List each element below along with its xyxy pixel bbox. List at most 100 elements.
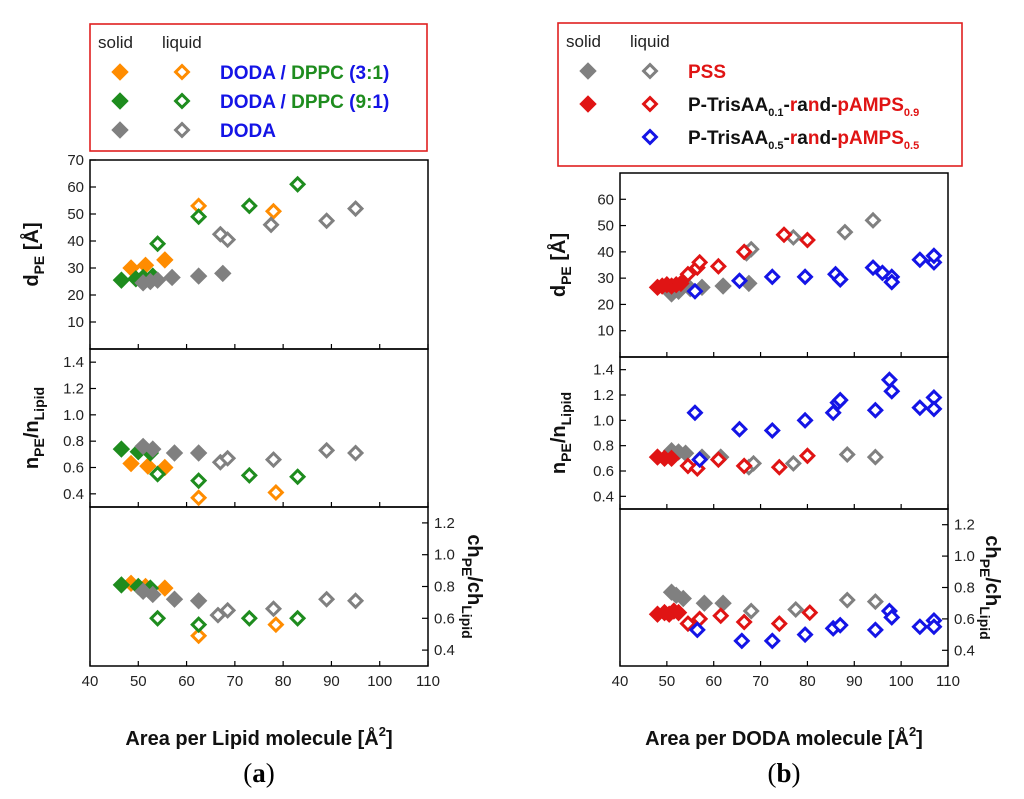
chart-b-panel-1-series-4-point xyxy=(831,391,849,409)
chart-a-panel-1-series-0-point xyxy=(122,454,140,473)
chart-b-panel-2-series-1-point xyxy=(866,593,884,611)
chart-a-panel-1-ytick-label: 0.8 xyxy=(63,433,84,450)
chart-b-panel-2-series-1-point xyxy=(742,602,760,620)
chart-b: 10 20 30 40 50 60 dPE [Å] 0.4 0.6 0.8 1.0 1.2 1.4 nPE… xyxy=(546,22,1003,788)
chart-a-legend-entry-1-solid-marker xyxy=(111,92,129,110)
chart-b-panel-1-series-3-point xyxy=(688,459,706,477)
chart-b-panel-1-series-4 xyxy=(686,371,943,469)
chart-b-panel-1-series-3-point xyxy=(798,447,816,465)
chart-a-panel-1-ytick-label: 1.2 xyxy=(63,381,84,398)
chart-a-legend-entry-2-label: DODA xyxy=(220,121,276,142)
chart-b-panel-1-series-4-point xyxy=(883,382,901,400)
chart-b-panel-1-ytick-label: 0.4 xyxy=(593,488,614,505)
chart-b-panel-1: 0.4 0.6 0.8 1.0 1.2 1.4 nPE/nLipid xyxy=(548,356,949,510)
chart-b-legend-entry-2-liquid-marker xyxy=(641,128,659,146)
chart-a-xtick-label: 40 xyxy=(82,673,99,690)
chart-a-panel-0-series-4-point xyxy=(148,271,167,289)
chart-a-panel-0-series-3-point xyxy=(190,208,208,226)
chart-b-legend-entry-1-label: P-TrisAA0.1-rand-pAMPS0.9 xyxy=(688,95,919,119)
chart-a-panel-0-series-4-point xyxy=(214,264,232,283)
chart-a-panel-1: 0.4 0.6 0.8 1.0 1.2 1.4 nPE/nLipid xyxy=(21,348,429,508)
chart-a-panel-2-ytick-label: 0.6 xyxy=(434,610,455,627)
chart-b-panel-1-series-1 xyxy=(740,446,884,476)
chart-a-panel-2-series-3-point xyxy=(190,616,208,634)
chart-b-panel-0-series-3-point xyxy=(798,231,816,249)
chart-a-panel-2-series-5-point xyxy=(347,592,365,610)
chart-a-panel-0-series-5 xyxy=(211,200,365,249)
chart-b-panel-2-series-4-point xyxy=(831,616,849,634)
chart-a-xlabel: Area per Lipid molecule [Å2] xyxy=(125,724,392,750)
chart-b-legend-entry-0-label: PSS xyxy=(688,62,726,83)
chart-a-panel-label: (a) xyxy=(243,758,275,788)
chart-a-panel-1-ytick-label: 1.4 xyxy=(63,354,84,371)
chart-b-panel-1-ytick-label: 1.0 xyxy=(593,412,614,429)
chart-b-panel-2-series-4-point xyxy=(763,632,781,650)
chart-a-panel-1-series-3-point xyxy=(149,465,167,483)
chart-b-panel-0-series-1-point xyxy=(864,211,882,229)
chart-b-panel-1-series-1-point xyxy=(866,448,884,466)
chart-b-panel-1-series-4-point xyxy=(691,451,709,469)
chart-a-legend-header-liquid: liquid xyxy=(162,33,202,52)
chart-a-panel-1-series-5-point xyxy=(318,441,336,459)
chart-b-xtick-label: 100 xyxy=(889,673,914,690)
chart-a-panel-1-ylabel: nPE/nLipid xyxy=(21,387,47,469)
chart-a-panel-1-series-4 xyxy=(134,437,208,462)
chart-b-legend-entry-0-solid-marker xyxy=(579,62,597,80)
chart-b-panel-2-series-1-point xyxy=(838,591,856,609)
chart-b-panel-1-series-1-point xyxy=(838,446,856,464)
chart-b-panel-0: 10 20 30 40 50 60 dPE [Å] xyxy=(546,172,949,358)
chart-b-panel-2-series-3-point xyxy=(679,615,697,633)
chart-a-panel-2-series-5 xyxy=(209,590,365,624)
chart-a-legend-entry-0-liquid-marker xyxy=(173,63,191,81)
chart-b-panel-2-series-4 xyxy=(688,602,943,650)
chart-b-panel-1-series-4-point xyxy=(730,420,749,438)
chart-a-xtick-label: 50 xyxy=(130,673,147,690)
chart-a-panel-0-series-2-point xyxy=(112,271,131,289)
chart-b-xtick-label: 110 xyxy=(936,673,960,690)
chart-a-panel-2-series-3 xyxy=(149,609,307,634)
chart-b-panel-1-series-4-point xyxy=(911,399,929,417)
chart-a-panel-0-series-5-point xyxy=(347,200,365,218)
chart-a-panel-2-series-1-point xyxy=(190,627,208,645)
chart-b-panel-1-series-2-point xyxy=(662,449,681,468)
chart-a-panel-1-series-1-point xyxy=(267,483,285,502)
chart-a-panel-2-ytick-label: 0.4 xyxy=(434,642,455,659)
chart-a-panel-0-ytick-label: 50 xyxy=(67,206,84,223)
chart-b-panel-2-ytick-label: 0.4 xyxy=(954,642,975,659)
chart-a-panel-0-series-4-point xyxy=(163,268,181,287)
chart-a-legend-header-solid: solid xyxy=(98,33,133,52)
chart-a-panel-0-series-5-point xyxy=(262,216,280,234)
chart-a-legend: solid liquid DODA / DPPC (3:1) DODA / DPPC … xyxy=(89,23,428,152)
chart-a-legend-entry-1-liquid-marker xyxy=(173,92,191,110)
chart-b-panel-0-series-3-point xyxy=(735,243,753,261)
chart-b-legend-entry-1-solid-marker xyxy=(579,95,597,113)
chart-b-panel-label: (b) xyxy=(767,758,800,788)
chart-b-panel-1-series-3-point xyxy=(709,451,727,469)
chart-a-panel-2-series-2-point xyxy=(112,576,131,594)
chart-a-panel-0-series-4 xyxy=(134,264,232,292)
chart-b-legend-entry-0-liquid-marker xyxy=(641,62,659,80)
chart-a-xtick-label: 80 xyxy=(275,673,292,690)
chart-b-panel-0-series-3-point xyxy=(775,226,793,244)
chart-b-panel-0-series-3-point xyxy=(679,265,697,283)
chart-b-panel-2-series-1 xyxy=(742,591,884,620)
chart-a-panel-2-series-3-point xyxy=(289,609,307,627)
chart-b-panel-2-series-0-point xyxy=(695,594,714,612)
chart-b-panel-2-series-0-point xyxy=(714,594,732,612)
chart-a-panel-2-series-4 xyxy=(134,582,208,610)
chart-b-panel-1-series-4-point xyxy=(880,371,898,389)
chart-b-panel-0-series-4-point xyxy=(796,268,814,286)
chart-b-panel-2-series-3-point xyxy=(735,613,753,631)
chart-a-panel-1-series-4-point xyxy=(165,444,184,462)
chart-a-panel-2-series-1-point xyxy=(267,616,285,634)
chart-b-panel-1-ytick-label: 0.6 xyxy=(593,463,614,480)
chart-b-panel-1-ytick-label: 0.8 xyxy=(593,438,614,455)
chart-b-panel-1-ylabel: nPE/nLipid xyxy=(548,392,574,474)
chart-a-panel-1-ytick-label: 0.6 xyxy=(63,460,84,477)
chart-a-xtick-label: 60 xyxy=(178,673,195,690)
chart-a-legend-entry-0-solid-marker xyxy=(111,63,129,81)
chart-a-panel-1-series-5-point xyxy=(264,451,283,469)
chart-b-panel-0-series-4-point xyxy=(911,251,929,269)
chart-b-panel-1-series-3 xyxy=(679,447,816,477)
